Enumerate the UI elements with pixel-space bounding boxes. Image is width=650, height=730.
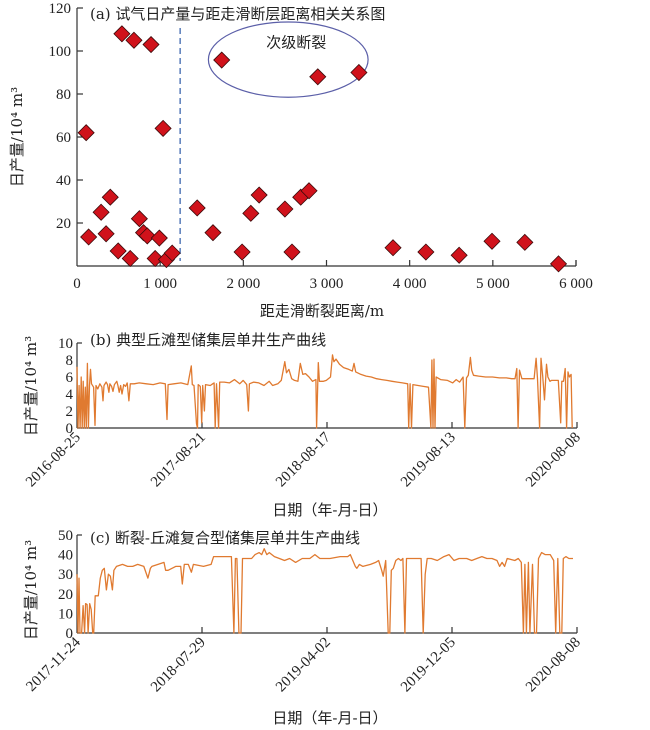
data-point [350,63,368,82]
x-tick-label: 2020-08-08 [523,430,584,491]
x-tick-label: 2017-08-21 [148,430,209,491]
y-tick-label: 10 [58,606,73,622]
y-tick-label: 20 [58,587,73,603]
annotation-ellipse [207,21,369,98]
y-tick-label: 0 [66,421,74,437]
y-tick-label: 0 [66,626,74,642]
series-line [76,354,573,429]
data-point [549,255,568,273]
data-point [92,203,110,221]
x-tick-label: 2019-08-13 [398,430,459,491]
panel-c-ylabel: 日产量/10⁴ m³ [22,540,40,640]
x-tick-label: 2018-07-29 [148,635,209,696]
data-point [417,243,435,261]
data-point [384,239,402,257]
data-point [146,249,164,268]
y-tick-label: 20 [56,216,71,232]
data-point [125,31,143,49]
annotation-label: 次级断裂 [266,34,326,52]
panel-a-title: (a) 试气日产量与距走滑断层距离相关关系图 [90,5,385,23]
y-tick-label: 30 [58,567,73,583]
data-point [113,25,131,43]
panel-b-xlabel: 日期（年-月-日） [272,501,387,519]
x-tick-label: 0 [73,276,81,292]
x-tick-label: 1 000 [143,276,177,292]
data-point [450,246,468,264]
panel-c-xlabel: 日期（年-月-日） [272,709,387,727]
data-point [283,243,301,261]
y-tick-label: 50 [58,528,73,544]
data-point [213,51,231,69]
y-tick-label: 4 [66,387,74,403]
panel-c-title: (c) 断裂-丘滩复合型储集层单井生产曲线 [90,529,360,547]
data-point [516,233,534,251]
panel-b-ylabel: 日产量/10⁴ m³ [22,336,40,436]
data-point [109,242,127,260]
data-point [97,225,115,243]
x-tick-label: 2020-08-08 [523,635,584,696]
panel-b-series [76,354,573,429]
data-point [188,199,206,217]
panel-c-series [76,548,573,634]
data-point [130,210,148,228]
panel-b-line: (b) 典型丘滩型储集层单井生产曲线 日期（年-月-日） 日产量/10⁴ m³ … [22,331,584,519]
data-point [483,232,501,250]
x-tick-label: 2019-04-02 [273,635,334,696]
y-tick-label: 8 [66,353,74,369]
x-tick-label: 5 000 [476,276,510,292]
data-point [204,224,222,242]
data-point [121,249,139,268]
x-tick-label: 3 000 [310,276,344,292]
data-point [150,229,168,247]
y-tick-label: 40 [56,173,71,189]
y-tick-label: 10 [58,336,73,352]
panel-c-line: (c) 断裂-丘滩复合型储集层单井生产曲线 日期（年-月-日） 日产量/10⁴ … [22,528,584,727]
data-point [276,200,294,218]
x-tick-label: 2019-12-05 [398,635,459,696]
data-point [142,35,160,54]
data-point [250,186,268,204]
data-point [233,243,251,261]
x-tick-label: 2016-08-25 [23,430,84,491]
x-tick-label: 6 000 [559,276,593,292]
y-tick-label: 80 [56,87,71,103]
series-line [76,548,573,634]
y-tick-label: 40 [58,548,73,564]
panel-a-annotation: 次级断裂 [207,21,369,98]
y-tick-label: 2 [66,404,74,420]
x-tick-label: 2017-11-24 [23,634,84,695]
y-tick-label: 100 [49,44,72,60]
data-point [309,68,327,86]
data-point [80,228,98,246]
data-point [77,124,95,142]
data-point [300,182,318,200]
panel-a-axes: 20 40 60 80 100 120 0 1 000 2 000 3 000 4 000 5 000… [49,1,593,292]
panel-a-ylabel: 日产量/10⁴ m³ [8,87,26,187]
panel-a-points [77,25,568,273]
x-tick-label: 2 000 [226,276,260,292]
x-tick-label: 4 000 [393,276,427,292]
x-tick-label: 2018-08-17 [273,429,334,490]
data-point [101,188,119,206]
y-tick-label: 6 [66,370,74,386]
data-point [242,204,260,222]
y-tick-label: 120 [49,1,72,17]
panel-b-title: (b) 典型丘滩型储集层单井生产曲线 [90,331,326,349]
y-tick-label: 60 [56,130,71,146]
data-point [138,227,156,245]
data-point [163,244,181,262]
panel-a-scatter: (a) 试气日产量与距走滑断层距离相关关系图 距走滑断裂距离/m 日产量/10⁴… [8,1,593,320]
data-point [154,119,172,137]
panel-c-axes: 0 10 20 30 40 50 2017-11-24 2018-07-29 2019-04-0… [23,528,583,695]
panel-a-xlabel: 距走滑断裂距离/m [260,302,384,320]
